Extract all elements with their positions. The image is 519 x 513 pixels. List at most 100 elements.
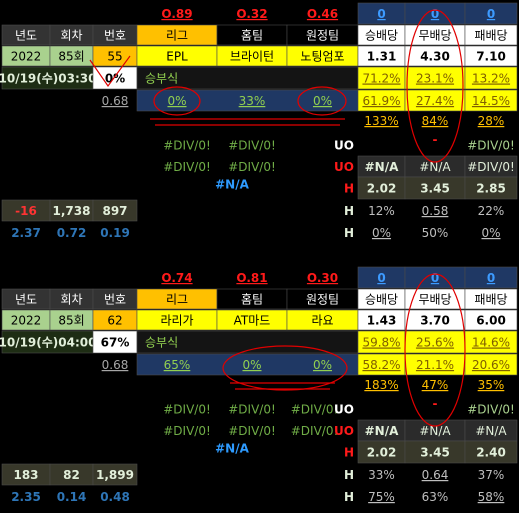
ratio: 14.5%	[472, 94, 510, 108]
na-value: #N/A	[215, 178, 249, 192]
uo-label: UO	[334, 403, 354, 417]
annotations	[89, 9, 466, 427]
h-odds: 3.45	[420, 446, 450, 460]
stat: 2.35	[11, 490, 41, 504]
header: 무배당	[418, 29, 451, 43]
ratio: 13.2%	[472, 72, 510, 86]
annotation-check	[89, 55, 131, 88]
uo-value: #DIV/0!	[467, 403, 515, 417]
stat: 1,738	[53, 204, 91, 218]
ratio: 59.8%	[362, 336, 400, 350]
header: 년도	[15, 293, 37, 307]
header: 홈팀	[241, 29, 263, 43]
div-error: #DIV/0!	[163, 403, 211, 417]
match-date: 10/19(수)04:00	[0, 336, 97, 350]
ratio: 14.6%	[472, 336, 510, 350]
h-stat: 0%	[372, 226, 391, 240]
uo-value: #DIV/0!	[467, 139, 515, 153]
info: 노팅엄포	[300, 50, 344, 64]
ratio-mark: O.30	[307, 271, 338, 285]
date-pct: 67%	[101, 336, 130, 350]
stat: 0.14	[57, 490, 87, 504]
uo-value: #N/A	[365, 160, 399, 174]
cell	[464, 24, 518, 46]
info: 55	[107, 50, 122, 64]
info: AT마드	[234, 314, 271, 328]
h-stat: 33%	[368, 468, 395, 482]
info: 라리가	[160, 314, 193, 328]
h-label: H	[344, 226, 354, 240]
header: 회차	[60, 29, 82, 43]
div-error: #DIV/0!	[228, 139, 276, 153]
h-odds: 2.40	[476, 446, 506, 460]
ratio-sum: 35%	[478, 378, 505, 392]
info: 1.31	[367, 50, 397, 64]
info: 2022	[11, 314, 42, 328]
bet-type: 승부식	[145, 72, 178, 86]
stat: 82	[63, 468, 80, 482]
div-error: #DIV/0!	[291, 424, 339, 438]
uo-label: UO	[334, 424, 354, 438]
div-error: #DIV/0!	[228, 424, 276, 438]
cell	[464, 66, 518, 90]
base-value: 0.68	[102, 358, 129, 372]
link-value: 0	[487, 7, 495, 21]
h-label: H	[344, 204, 354, 218]
h-odds: 3.45	[420, 182, 450, 196]
cell	[464, 266, 518, 289]
stat: 897	[102, 204, 127, 218]
cell	[464, 176, 518, 200]
div-error: #DIV/0!	[163, 139, 211, 153]
ratio-sum: 28%	[478, 114, 505, 128]
cell	[464, 45, 518, 67]
div-error: #DIV/0!	[228, 160, 276, 174]
h-odds: 2.02	[367, 446, 397, 460]
ratio-sum: 183%	[364, 378, 398, 392]
h-label: H	[344, 490, 354, 504]
header: 원정팀	[306, 293, 339, 307]
date-pct: 0%	[105, 72, 125, 86]
h-odds: 2.85	[476, 182, 506, 196]
h-stat: 0%	[481, 226, 500, 240]
dash: -	[433, 397, 438, 411]
info: 라요	[311, 314, 333, 328]
ratio-sum: 133%	[364, 114, 398, 128]
uo-value: #DIV/0!	[467, 160, 515, 174]
annotation-circle	[297, 86, 347, 116]
match-date: 10/19(수)03:30	[0, 72, 97, 86]
pick-pct: 0%	[313, 94, 332, 108]
bet-type: 승부식	[145, 336, 178, 350]
ratio-mark: O.81	[236, 271, 267, 285]
pick-pct: 0%	[313, 358, 332, 372]
annotation-circle	[153, 86, 201, 116]
header: 홈팀	[241, 293, 263, 307]
header: 리그	[166, 29, 188, 43]
info: EPL	[166, 50, 188, 64]
info: 62	[107, 314, 122, 328]
ratio-mark: O.32	[236, 7, 267, 21]
pick-pct: 65%	[164, 358, 191, 372]
link-value: 0	[431, 7, 439, 21]
cell	[92, 199, 138, 222]
ratio: 20.6%	[472, 358, 510, 372]
info: 3.70	[420, 314, 450, 328]
div-error: #DIV/0!	[228, 403, 276, 417]
uo-value: #N/A	[475, 424, 507, 438]
header: 승배당	[365, 29, 398, 43]
stat: -16	[15, 204, 37, 218]
header: 년도	[15, 29, 37, 43]
header: 원정팀	[306, 29, 339, 43]
stat: 183	[13, 468, 38, 482]
info: 1.43	[367, 314, 397, 328]
link-value: 0	[431, 271, 439, 285]
stat: 1,899	[96, 468, 134, 482]
ratio: 58.2%	[362, 358, 400, 372]
info: 4.30	[420, 50, 450, 64]
header: 리그	[166, 293, 188, 307]
header: 패배당	[474, 293, 507, 307]
h-label: H	[344, 182, 354, 196]
ratio: 71.2%	[362, 72, 400, 86]
header: 번호	[104, 29, 126, 43]
link-value: 0	[377, 7, 385, 21]
